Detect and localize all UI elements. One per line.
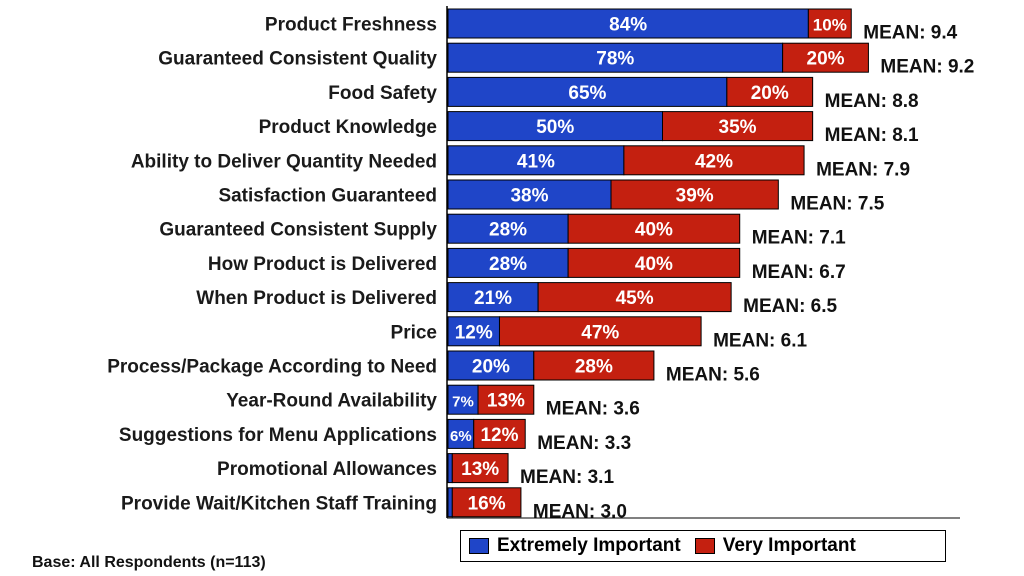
base-note: Base: All Respondents (n=113)	[32, 554, 266, 571]
bar-extremely-important	[447, 384, 479, 415]
mean-label: MEAN: 3.6	[546, 399, 640, 420]
bar-very-important	[567, 213, 741, 244]
bar-value-label: 45%	[616, 288, 654, 309]
bar-value-label: 42%	[695, 151, 733, 172]
bar-value-label: 13%	[487, 391, 525, 412]
bar-value-label: 41%	[517, 151, 555, 172]
bar-extremely-important	[447, 487, 453, 518]
category-label: Satisfaction Guaranteed	[218, 186, 437, 207]
bar-value-label: 38%	[510, 186, 548, 207]
legend-item-very-important: Very Important	[694, 535, 856, 557]
category-label: Process/Package According to Need	[107, 357, 437, 378]
mean-label: MEAN: 6.1	[713, 330, 807, 351]
category-label: When Product is Delivered	[196, 288, 437, 309]
category-label: Guaranteed Consistent Quality	[158, 49, 437, 70]
bar-value-label: 28%	[489, 254, 527, 275]
bar-extremely-important	[447, 282, 539, 313]
bar-value-label: 78%	[596, 49, 634, 70]
bar-value-label: 28%	[489, 220, 527, 241]
mean-label: MEAN: 3.1	[520, 467, 614, 488]
category-label: How Product is Delivered	[208, 254, 437, 275]
legend-label-very-important: Very Important	[722, 535, 856, 556]
category-label: Year-Round Availability	[226, 391, 437, 412]
bar-very-important	[477, 384, 535, 415]
bar-value-label: 20%	[751, 83, 789, 104]
bar-extremely-important	[447, 42, 784, 73]
mean-label: MEAN: 9.2	[880, 57, 974, 78]
category-label: Guaranteed Consistent Supply	[159, 220, 437, 241]
bar-very-important	[726, 76, 814, 107]
mean-label: MEAN: 8.8	[825, 91, 919, 112]
category-label: Price	[391, 322, 437, 343]
bar-value-label: 16%	[468, 493, 506, 514]
bar-extremely-important	[447, 111, 663, 142]
mean-label: MEAN: 6.5	[743, 296, 837, 317]
bar-very-important	[610, 179, 779, 210]
bar-value-label: 28%	[575, 357, 613, 378]
bar-value-label: 12%	[455, 322, 493, 343]
category-label: Product Freshness	[265, 15, 437, 36]
bar-value-label: 65%	[568, 83, 606, 104]
legend: Extremely Important Very Important	[460, 530, 946, 562]
mean-label: MEAN: 3.3	[537, 433, 631, 454]
bar-very-important	[498, 316, 702, 347]
bar-very-important	[623, 145, 805, 176]
legend-swatch-blue	[469, 538, 489, 554]
bar-value-label: 20%	[807, 49, 845, 70]
mean-label: MEAN: 3.0	[533, 501, 627, 522]
bar-extremely-important	[447, 179, 612, 210]
bar-value-label: 20%	[472, 357, 510, 378]
bar-value-label: 10%	[813, 16, 847, 35]
category-label: Food Safety	[328, 83, 437, 104]
bar-very-important	[807, 8, 852, 39]
bar-value-label: 50%	[536, 117, 574, 138]
bar-very-important	[473, 418, 526, 449]
bar-very-important	[662, 111, 814, 142]
mean-label: MEAN: 7.1	[752, 228, 846, 249]
bar-value-label: 84%	[609, 15, 647, 36]
bar-very-important	[537, 282, 732, 313]
mean-label: MEAN: 6.7	[752, 262, 846, 283]
legend-item-extremely-important: Extremely Important	[469, 535, 681, 557]
mean-label: MEAN: 8.1	[825, 125, 919, 146]
bars-group: Product Freshness 84% 10% MEAN: 9.4 Guarante…	[107, 8, 974, 522]
category-label: Promotional Allowances	[217, 459, 437, 480]
bar-extremely-important	[447, 145, 625, 176]
bar-value-label: 6%	[450, 428, 472, 445]
bar-value-label: 40%	[635, 254, 673, 275]
bar-value-label: 12%	[480, 425, 518, 446]
bar-extremely-important	[447, 350, 535, 381]
mean-label: MEAN: 7.5	[790, 194, 884, 215]
bar-value-label: 21%	[474, 288, 512, 309]
legend-swatch-red	[694, 538, 715, 554]
bar-extremely-important	[447, 247, 569, 278]
bar-value-label: 35%	[719, 117, 757, 138]
bar-very-important	[451, 487, 522, 518]
bar-very-important	[451, 453, 509, 484]
bar-extremely-important	[447, 8, 809, 39]
mean-label: MEAN: 9.4	[863, 23, 957, 44]
bar-value-label: 13%	[461, 459, 499, 480]
category-label: Product Knowledge	[259, 117, 437, 138]
bar-value-label: 7%	[452, 394, 474, 411]
mean-label: MEAN: 5.6	[666, 365, 760, 386]
bar-very-important	[782, 42, 869, 73]
bar-value-label: 40%	[635, 220, 673, 241]
bar-very-important	[533, 350, 655, 381]
category-label: Provide Wait/Kitchen Staff Training	[121, 493, 437, 514]
legend-label-extremely-important: Extremely Important	[497, 535, 681, 556]
category-label: Suggestions for Menu Applications	[119, 425, 437, 446]
bar-very-important	[567, 247, 741, 278]
mean-label: MEAN: 7.9	[816, 159, 910, 180]
category-label: Ability to Deliver Quantity Needed	[131, 151, 437, 172]
bar-value-label: 47%	[581, 322, 619, 343]
bar-value-label: 39%	[676, 186, 714, 207]
bar-extremely-important	[447, 453, 453, 484]
